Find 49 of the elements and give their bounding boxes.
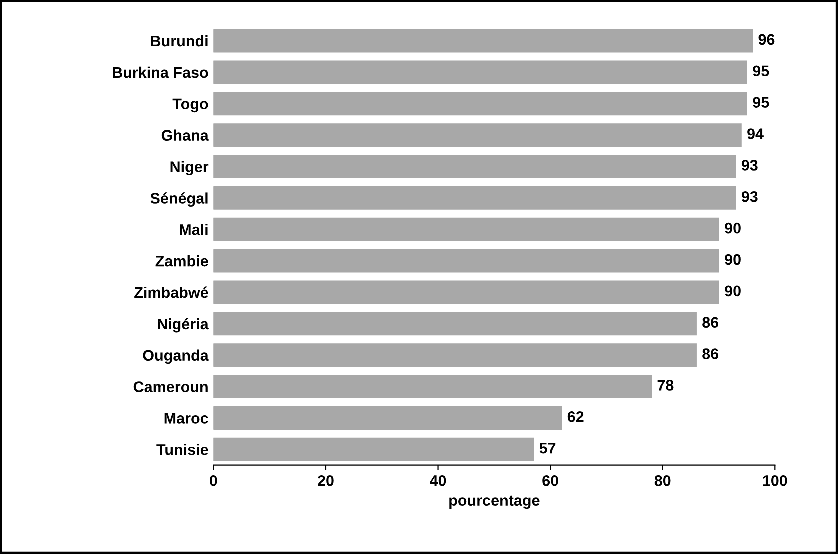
data-label: 93 [742, 160, 758, 171]
data-label: 57 [540, 443, 556, 454]
y-tick-label: Sénégal [150, 192, 208, 208]
data-label: 90 [725, 254, 741, 266]
bar [214, 249, 720, 273]
bar [214, 186, 736, 210]
y-tick-label: Zimbabwé [134, 286, 208, 298]
bar [214, 406, 562, 430]
data-label: 62 [568, 411, 584, 422]
x-tick-label: 20 [318, 475, 334, 486]
data-label: 95 [753, 66, 770, 77]
data-label: 90 [725, 222, 741, 234]
bar [214, 312, 697, 336]
y-tick-label: Zambie [156, 256, 208, 267]
data-label: 94 [748, 128, 764, 140]
data-label: 86 [702, 317, 719, 328]
y-tick-label: Nigéria [158, 318, 209, 333]
bar [214, 280, 720, 304]
bar [214, 375, 652, 399]
y-tick-label: Maroc [164, 413, 208, 424]
y-tick-label: Burundi [151, 35, 208, 47]
bar [214, 124, 742, 148]
y-tick-label: Cameroun [134, 382, 208, 392]
y-tick-label: Niger [170, 161, 209, 176]
bar [214, 344, 697, 368]
bar [214, 60, 748, 84]
bar [214, 92, 748, 116]
x-tick-label: 0 [210, 475, 218, 486]
y-tick-label: Burkina Faso [113, 66, 208, 78]
y-tick-label: Ghana [162, 130, 209, 142]
x-tick-label: 40 [430, 475, 446, 486]
y-tick-label: Tunisie [156, 444, 208, 456]
data-label: 93 [742, 191, 758, 202]
bar [214, 218, 720, 242]
data-label: 86 [702, 348, 719, 360]
data-label: 90 [725, 286, 741, 297]
x-axis-title: pourcentage [450, 496, 540, 510]
data-label: 95 [753, 97, 770, 108]
bar [214, 29, 754, 53]
y-tick-label: Mali [180, 224, 208, 236]
x-tick-label: 100 [763, 475, 788, 486]
y-tick-label: Togo [172, 98, 208, 113]
data-label: 96 [758, 34, 775, 46]
data-label: 78 [658, 380, 674, 391]
bar [214, 438, 534, 462]
x-tick-label: 80 [654, 475, 671, 486]
x-tick-label: 60 [542, 475, 558, 486]
y-tick-label: Ouganda [143, 350, 209, 364]
bar [214, 155, 736, 178]
